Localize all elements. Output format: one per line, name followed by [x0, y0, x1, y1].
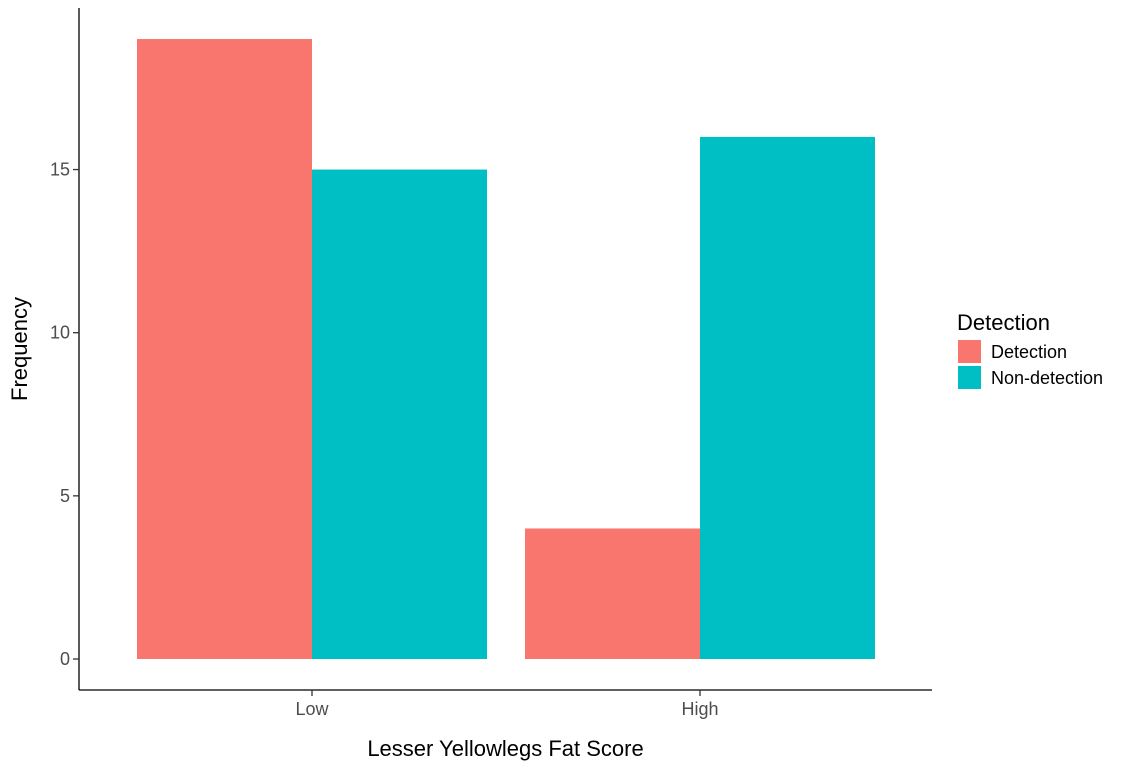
legend-title: Detection: [957, 310, 1050, 335]
legend: Detection Detection Non-detection: [957, 310, 1103, 389]
legend-label-non-detection: Non-detection: [991, 368, 1103, 388]
bar-high-non-detection: [700, 136, 875, 660]
legend-label-detection: Detection: [991, 342, 1067, 362]
bar-low-detection: [137, 39, 312, 659]
x-axis-title: Lesser Yellowlegs Fat Score: [367, 736, 643, 761]
bar-low-non-detection: [312, 169, 487, 660]
y-axis-title: Frequency: [7, 297, 32, 401]
legend-items: Detection Non-detection: [958, 340, 1103, 389]
axes-layer: [78, 8, 932, 691]
x-ticks: Low High: [295, 690, 719, 719]
legend-swatch-non-detection: [958, 366, 981, 389]
x-tick-label: Low: [295, 699, 329, 719]
legend-swatch-detection: [958, 340, 981, 363]
bars-layer: [137, 39, 875, 660]
y-tick-label: 15: [50, 160, 70, 180]
y-tick-label: 10: [50, 323, 70, 343]
y-ticks: 0 5 10 15: [50, 160, 79, 669]
y-tick-label: 0: [60, 649, 70, 669]
bar-high-detection: [525, 528, 700, 659]
x-tick-label: High: [681, 699, 718, 719]
y-tick-label: 5: [60, 486, 70, 506]
